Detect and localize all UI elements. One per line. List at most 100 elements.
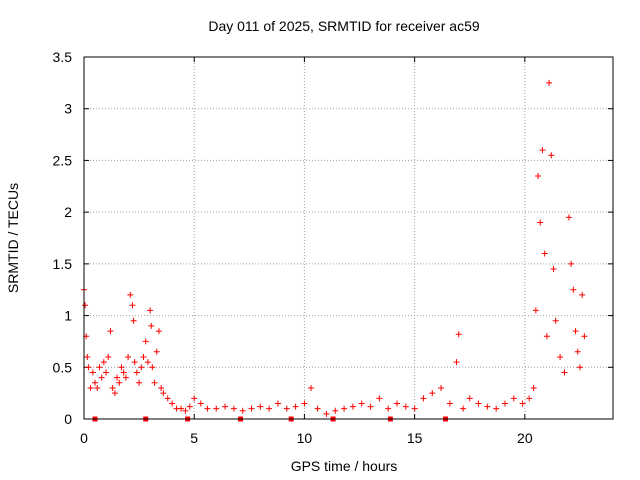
data-point (411, 405, 418, 412)
data-point (475, 400, 482, 407)
data-point (429, 390, 436, 397)
data-point (230, 405, 237, 412)
data-point (565, 214, 572, 221)
y-tick-label: 3.5 (53, 49, 73, 65)
data-point (133, 369, 140, 376)
data-point (144, 359, 151, 366)
data-point (239, 407, 246, 414)
data-point (349, 403, 356, 410)
data-point (96, 364, 103, 371)
y-tick-label: 0 (64, 411, 72, 427)
data-point (84, 353, 91, 360)
data-point (197, 400, 204, 407)
data-point (160, 390, 167, 397)
data-point (332, 407, 339, 414)
data-point (455, 331, 462, 338)
data-point (204, 405, 211, 412)
data-point (301, 400, 308, 407)
data-point (127, 291, 134, 298)
x-tick-labels: 0 5 10 15 20 (80, 430, 533, 446)
data-point (147, 307, 154, 314)
data-point (314, 405, 321, 412)
data-point (561, 369, 568, 376)
x-tick-label: 15 (407, 430, 423, 446)
data-point (118, 364, 125, 371)
data-point (248, 405, 255, 412)
data-point (107, 328, 114, 335)
data-point (484, 403, 491, 410)
x-tick-label: 10 (297, 430, 313, 446)
y-tick-label: 1 (64, 308, 72, 324)
data-point (446, 400, 453, 407)
data-point (151, 379, 158, 386)
data-point (109, 384, 116, 391)
data-point (574, 348, 581, 355)
data-point (341, 405, 348, 412)
data-point (169, 400, 176, 407)
grid (84, 57, 613, 419)
data-point (125, 353, 132, 360)
data-point (393, 400, 400, 407)
x-tick-label: 0 (80, 430, 88, 446)
data-point (420, 395, 427, 402)
data-point (191, 395, 198, 402)
data-point (85, 364, 92, 371)
data-point (142, 338, 149, 345)
data-point (177, 405, 184, 412)
data-point (548, 152, 555, 159)
data-point (385, 405, 392, 412)
data-point (532, 307, 539, 314)
data-point (116, 379, 123, 386)
data-point (438, 384, 445, 391)
data-point (213, 405, 220, 412)
data-point (186, 403, 193, 410)
data-point (543, 333, 550, 340)
data-point (131, 359, 138, 366)
data-point (308, 384, 315, 391)
data-point (266, 405, 273, 412)
data-point (530, 384, 537, 391)
data-point (367, 403, 374, 410)
data-point (510, 395, 517, 402)
y-axis-label: SRMTID / TECUs (5, 183, 21, 293)
y-tick-label: 2.5 (53, 152, 73, 168)
data-point (82, 302, 89, 309)
y-tick-label: 0.5 (53, 359, 73, 375)
data-point (283, 405, 290, 412)
data-point (292, 403, 299, 410)
y-tick-label: 3 (64, 101, 72, 117)
data-point (581, 333, 588, 340)
data-point (557, 353, 564, 360)
plot-frame (83, 56, 614, 420)
data-point (576, 364, 583, 371)
data-point (158, 384, 165, 391)
data-point (120, 369, 127, 376)
data-point (140, 353, 147, 360)
data-point (148, 322, 155, 329)
data-point (87, 384, 94, 391)
data-point (122, 374, 129, 381)
data-point (568, 260, 575, 267)
data-point (182, 407, 189, 414)
data-point (92, 379, 99, 386)
data-point (541, 250, 548, 257)
data-point (136, 379, 143, 386)
data-point (130, 317, 137, 324)
data-point (257, 403, 264, 410)
data-points (81, 79, 588, 417)
data-point (570, 286, 577, 293)
data-point (114, 374, 121, 381)
data-point (94, 384, 101, 391)
data-point (537, 219, 544, 226)
data-point (153, 348, 160, 355)
x-tick-label: 20 (517, 430, 533, 446)
data-point (138, 364, 145, 371)
x-tick-label: 5 (190, 430, 198, 446)
data-point (274, 400, 281, 407)
data-point (164, 395, 171, 402)
data-point (402, 403, 409, 410)
data-point (149, 364, 156, 371)
data-point (535, 172, 542, 179)
data-point (323, 410, 330, 417)
